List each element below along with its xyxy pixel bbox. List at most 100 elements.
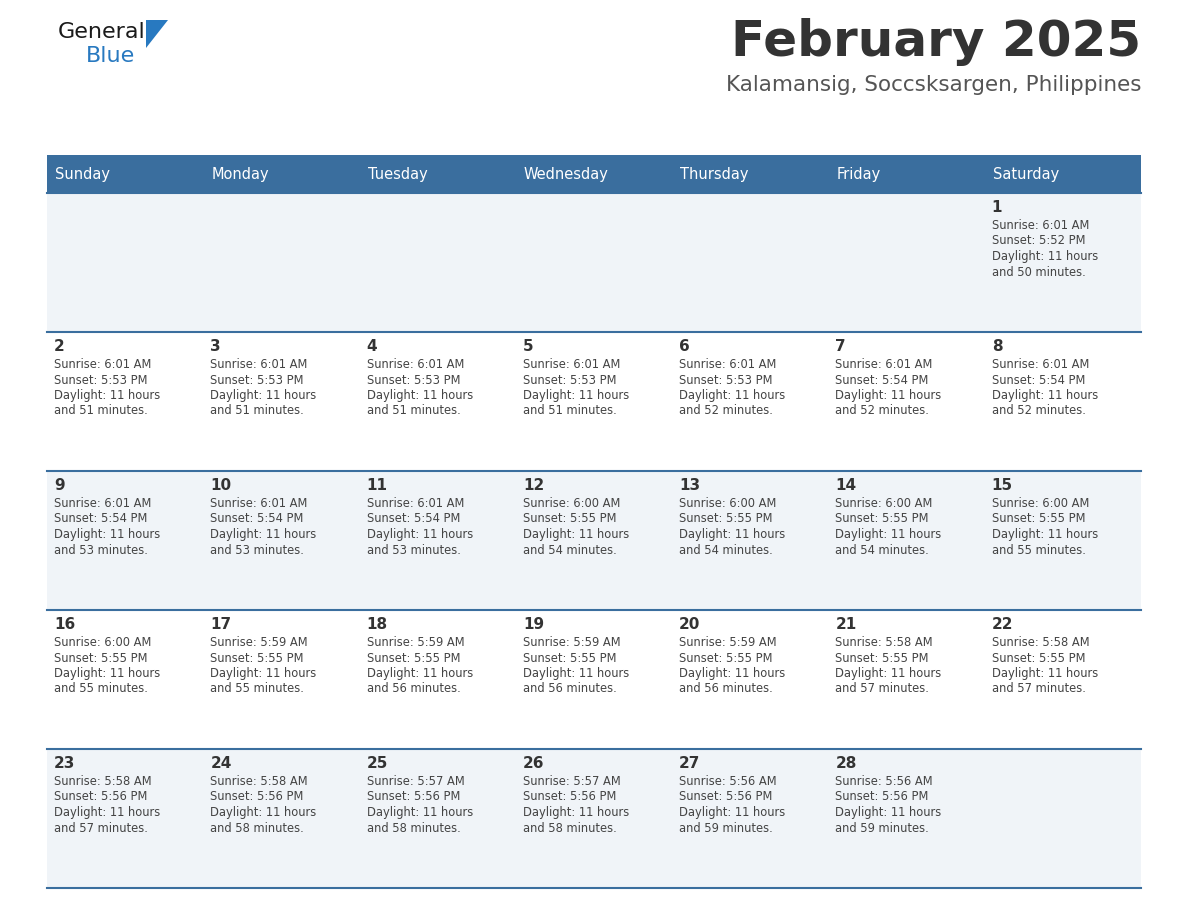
Text: Sunset: 5:55 PM: Sunset: 5:55 PM xyxy=(992,652,1085,665)
Text: Sunrise: 5:56 AM: Sunrise: 5:56 AM xyxy=(835,775,933,788)
Text: 25: 25 xyxy=(367,756,388,771)
Text: 7: 7 xyxy=(835,339,846,354)
Text: Sunrise: 5:57 AM: Sunrise: 5:57 AM xyxy=(367,775,465,788)
Text: 22: 22 xyxy=(992,617,1013,632)
Text: February 2025: February 2025 xyxy=(731,18,1140,66)
Text: Sunset: 5:53 PM: Sunset: 5:53 PM xyxy=(680,374,772,386)
Text: 4: 4 xyxy=(367,339,378,354)
Polygon shape xyxy=(146,20,168,48)
Text: Sunrise: 6:01 AM: Sunrise: 6:01 AM xyxy=(367,497,465,510)
Text: and 51 minutes.: and 51 minutes. xyxy=(523,405,617,418)
Text: Daylight: 11 hours: Daylight: 11 hours xyxy=(992,528,1098,541)
Text: 13: 13 xyxy=(680,478,700,493)
Text: and 53 minutes.: and 53 minutes. xyxy=(367,543,461,556)
Text: Daylight: 11 hours: Daylight: 11 hours xyxy=(992,250,1098,263)
Text: 23: 23 xyxy=(53,756,75,771)
Text: Sunrise: 5:59 AM: Sunrise: 5:59 AM xyxy=(367,636,465,649)
Text: Sunrise: 5:59 AM: Sunrise: 5:59 AM xyxy=(680,636,777,649)
Text: General: General xyxy=(58,22,146,42)
Text: 5: 5 xyxy=(523,339,533,354)
Text: Sunrise: 6:01 AM: Sunrise: 6:01 AM xyxy=(210,497,308,510)
Text: Sunset: 5:56 PM: Sunset: 5:56 PM xyxy=(210,790,304,803)
Text: Daylight: 11 hours: Daylight: 11 hours xyxy=(835,528,942,541)
Text: 11: 11 xyxy=(367,478,387,493)
Text: Sunrise: 5:57 AM: Sunrise: 5:57 AM xyxy=(523,775,620,788)
Text: Sunrise: 6:01 AM: Sunrise: 6:01 AM xyxy=(835,358,933,371)
Text: Daylight: 11 hours: Daylight: 11 hours xyxy=(523,528,630,541)
Text: Thursday: Thursday xyxy=(681,166,748,182)
Text: and 56 minutes.: and 56 minutes. xyxy=(523,682,617,696)
Text: Sunset: 5:55 PM: Sunset: 5:55 PM xyxy=(992,512,1085,525)
Bar xyxy=(203,155,360,193)
Text: Sunrise: 6:01 AM: Sunrise: 6:01 AM xyxy=(992,219,1089,232)
Text: Daylight: 11 hours: Daylight: 11 hours xyxy=(835,667,942,680)
Text: and 59 minutes.: and 59 minutes. xyxy=(835,822,929,834)
Text: Sunset: 5:53 PM: Sunset: 5:53 PM xyxy=(523,374,617,386)
Text: Sunset: 5:55 PM: Sunset: 5:55 PM xyxy=(835,512,929,525)
Text: Daylight: 11 hours: Daylight: 11 hours xyxy=(210,667,316,680)
Text: Sunrise: 5:58 AM: Sunrise: 5:58 AM xyxy=(210,775,308,788)
Text: Sunset: 5:54 PM: Sunset: 5:54 PM xyxy=(210,512,304,525)
Text: Friday: Friday xyxy=(836,166,880,182)
Text: 28: 28 xyxy=(835,756,857,771)
Text: Sunset: 5:56 PM: Sunset: 5:56 PM xyxy=(523,790,617,803)
Text: Daylight: 11 hours: Daylight: 11 hours xyxy=(53,667,160,680)
Text: and 58 minutes.: and 58 minutes. xyxy=(367,822,460,834)
Text: Sunrise: 6:01 AM: Sunrise: 6:01 AM xyxy=(680,358,777,371)
Text: 20: 20 xyxy=(680,617,701,632)
Bar xyxy=(672,155,828,193)
Text: and 56 minutes.: and 56 minutes. xyxy=(680,682,773,696)
Text: Sunset: 5:56 PM: Sunset: 5:56 PM xyxy=(53,790,147,803)
Text: and 54 minutes.: and 54 minutes. xyxy=(835,543,929,556)
Text: 26: 26 xyxy=(523,756,544,771)
Text: 10: 10 xyxy=(210,478,232,493)
Text: Daylight: 11 hours: Daylight: 11 hours xyxy=(210,806,316,819)
Text: Sunrise: 6:01 AM: Sunrise: 6:01 AM xyxy=(53,358,151,371)
Text: Daylight: 11 hours: Daylight: 11 hours xyxy=(992,389,1098,402)
Text: and 57 minutes.: and 57 minutes. xyxy=(835,682,929,696)
Text: and 55 minutes.: and 55 minutes. xyxy=(53,682,147,696)
Text: and 51 minutes.: and 51 minutes. xyxy=(53,405,147,418)
Text: 19: 19 xyxy=(523,617,544,632)
Text: Sunrise: 5:58 AM: Sunrise: 5:58 AM xyxy=(835,636,933,649)
Text: Sunrise: 5:59 AM: Sunrise: 5:59 AM xyxy=(210,636,308,649)
Text: Daylight: 11 hours: Daylight: 11 hours xyxy=(53,389,160,402)
Bar xyxy=(48,193,1140,332)
Text: Sunrise: 6:01 AM: Sunrise: 6:01 AM xyxy=(523,358,620,371)
Text: Sunset: 5:53 PM: Sunset: 5:53 PM xyxy=(367,374,460,386)
Text: Daylight: 11 hours: Daylight: 11 hours xyxy=(210,389,316,402)
Text: Sunset: 5:55 PM: Sunset: 5:55 PM xyxy=(523,652,617,665)
Text: Kalamansig, Soccsksargen, Philippines: Kalamansig, Soccsksargen, Philippines xyxy=(726,75,1140,95)
Text: and 52 minutes.: and 52 minutes. xyxy=(835,405,929,418)
Text: 1: 1 xyxy=(992,200,1003,215)
Text: 17: 17 xyxy=(210,617,232,632)
Text: Saturday: Saturday xyxy=(993,166,1059,182)
Text: Sunset: 5:54 PM: Sunset: 5:54 PM xyxy=(835,374,929,386)
Text: Sunrise: 6:00 AM: Sunrise: 6:00 AM xyxy=(523,497,620,510)
Bar xyxy=(48,155,203,193)
Text: Sunrise: 5:56 AM: Sunrise: 5:56 AM xyxy=(680,775,777,788)
Bar xyxy=(360,155,516,193)
Text: Sunrise: 5:58 AM: Sunrise: 5:58 AM xyxy=(992,636,1089,649)
Text: Daylight: 11 hours: Daylight: 11 hours xyxy=(367,389,473,402)
Text: 12: 12 xyxy=(523,478,544,493)
Text: Daylight: 11 hours: Daylight: 11 hours xyxy=(367,667,473,680)
Text: and 53 minutes.: and 53 minutes. xyxy=(210,543,304,556)
Text: Sunrise: 5:59 AM: Sunrise: 5:59 AM xyxy=(523,636,620,649)
Text: Sunset: 5:56 PM: Sunset: 5:56 PM xyxy=(680,790,772,803)
Text: Daylight: 11 hours: Daylight: 11 hours xyxy=(992,667,1098,680)
Text: Tuesday: Tuesday xyxy=(367,166,428,182)
Text: Monday: Monday xyxy=(211,166,268,182)
Text: Sunset: 5:55 PM: Sunset: 5:55 PM xyxy=(680,512,772,525)
Bar xyxy=(516,155,672,193)
Text: and 52 minutes.: and 52 minutes. xyxy=(680,405,773,418)
Text: Daylight: 11 hours: Daylight: 11 hours xyxy=(523,389,630,402)
Text: Sunrise: 6:00 AM: Sunrise: 6:00 AM xyxy=(680,497,777,510)
Text: and 59 minutes.: and 59 minutes. xyxy=(680,822,773,834)
Text: Sunrise: 6:01 AM: Sunrise: 6:01 AM xyxy=(53,497,151,510)
Text: Sunset: 5:54 PM: Sunset: 5:54 PM xyxy=(367,512,460,525)
Text: 9: 9 xyxy=(53,478,64,493)
Bar xyxy=(985,155,1140,193)
Text: and 50 minutes.: and 50 minutes. xyxy=(992,265,1086,278)
Text: Sunset: 5:55 PM: Sunset: 5:55 PM xyxy=(367,652,460,665)
